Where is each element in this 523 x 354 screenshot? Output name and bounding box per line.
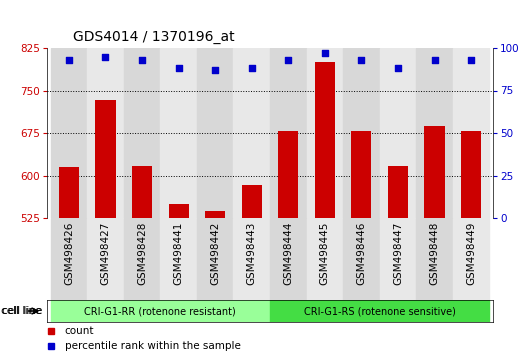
Bar xyxy=(278,131,298,218)
Text: percentile rank within the sample: percentile rank within the sample xyxy=(65,341,241,352)
Bar xyxy=(233,218,270,300)
Bar xyxy=(242,185,262,218)
Bar xyxy=(306,218,343,300)
Text: GSM498447: GSM498447 xyxy=(393,222,403,285)
Text: CRI-G1-RS (rotenone sensitive): CRI-G1-RS (rotenone sensitive) xyxy=(304,306,456,316)
Point xyxy=(321,50,329,56)
Text: GSM498448: GSM498448 xyxy=(429,222,439,285)
Bar xyxy=(416,48,453,218)
Bar xyxy=(51,48,87,218)
Bar xyxy=(124,218,161,300)
Bar xyxy=(315,62,335,218)
Bar xyxy=(197,218,233,300)
Point xyxy=(430,57,439,63)
Bar xyxy=(388,166,408,218)
Bar xyxy=(425,126,445,218)
Bar xyxy=(343,48,380,218)
Bar xyxy=(205,211,225,218)
Point xyxy=(101,54,110,59)
Text: CRI-G1-RR (rotenone resistant): CRI-G1-RR (rotenone resistant) xyxy=(84,306,236,316)
Point xyxy=(175,65,183,71)
Bar xyxy=(59,167,79,218)
Bar xyxy=(270,300,490,322)
Bar xyxy=(87,48,124,218)
Bar xyxy=(270,218,306,300)
Bar xyxy=(233,48,270,218)
Text: GSM498445: GSM498445 xyxy=(320,222,330,285)
Bar xyxy=(343,218,380,300)
Text: GSM498427: GSM498427 xyxy=(100,222,110,285)
Point xyxy=(247,65,256,71)
Bar xyxy=(416,218,453,300)
Bar xyxy=(168,204,189,218)
Bar xyxy=(380,48,416,218)
Bar xyxy=(124,48,161,218)
Text: cell line: cell line xyxy=(1,306,41,316)
Text: GSM498443: GSM498443 xyxy=(247,222,257,285)
Bar xyxy=(161,48,197,218)
Bar xyxy=(197,48,233,218)
Text: cell line: cell line xyxy=(2,306,46,316)
Point xyxy=(394,65,402,71)
Bar xyxy=(351,131,371,218)
Point xyxy=(211,67,219,73)
Text: GSM498444: GSM498444 xyxy=(283,222,293,285)
Bar xyxy=(453,48,490,218)
Point xyxy=(284,57,292,63)
Point xyxy=(357,57,366,63)
Text: GDS4014 / 1370196_at: GDS4014 / 1370196_at xyxy=(73,30,235,44)
Text: count: count xyxy=(65,326,94,336)
Bar xyxy=(95,100,116,218)
Bar xyxy=(51,300,270,322)
Text: GSM498441: GSM498441 xyxy=(174,222,184,285)
Bar xyxy=(306,48,343,218)
Bar xyxy=(87,218,124,300)
Bar xyxy=(380,218,416,300)
Text: GSM498446: GSM498446 xyxy=(356,222,367,285)
Text: GSM498426: GSM498426 xyxy=(64,222,74,285)
Bar xyxy=(270,48,306,218)
Bar xyxy=(51,218,87,300)
Text: GSM498428: GSM498428 xyxy=(137,222,147,285)
Bar xyxy=(461,131,481,218)
Bar xyxy=(453,218,490,300)
Text: GSM498449: GSM498449 xyxy=(466,222,476,285)
Point xyxy=(138,57,146,63)
Bar xyxy=(132,166,152,218)
Point xyxy=(65,57,73,63)
Bar xyxy=(161,218,197,300)
Text: GSM498442: GSM498442 xyxy=(210,222,220,285)
Point xyxy=(467,57,475,63)
